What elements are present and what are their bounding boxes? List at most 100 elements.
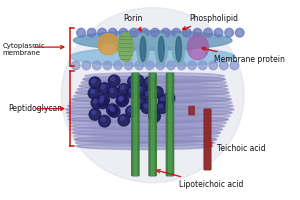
Circle shape — [193, 28, 202, 37]
Circle shape — [128, 76, 139, 87]
Circle shape — [98, 28, 106, 37]
Ellipse shape — [191, 49, 205, 59]
Circle shape — [109, 106, 113, 110]
Circle shape — [140, 28, 149, 37]
Circle shape — [118, 97, 122, 101]
Ellipse shape — [176, 37, 182, 62]
Circle shape — [118, 114, 130, 126]
Ellipse shape — [66, 106, 234, 113]
Circle shape — [143, 104, 147, 108]
Circle shape — [133, 75, 144, 87]
Circle shape — [161, 28, 170, 37]
Circle shape — [120, 116, 124, 120]
Circle shape — [119, 96, 123, 100]
Circle shape — [99, 115, 110, 127]
Ellipse shape — [187, 35, 208, 60]
Text: Phospholipid: Phospholipid — [183, 14, 238, 30]
Ellipse shape — [85, 73, 224, 79]
Circle shape — [177, 61, 186, 70]
Ellipse shape — [98, 34, 119, 55]
Ellipse shape — [81, 79, 226, 86]
Circle shape — [225, 28, 233, 37]
Ellipse shape — [72, 129, 220, 136]
Circle shape — [116, 95, 128, 107]
Text: Cytoplasmic
membrane: Cytoplasmic membrane — [3, 43, 45, 56]
Text: Lipoteichoic acid: Lipoteichoic acid — [157, 170, 243, 189]
Ellipse shape — [155, 34, 168, 64]
Circle shape — [151, 113, 155, 116]
Circle shape — [101, 117, 105, 121]
Ellipse shape — [70, 47, 236, 66]
Ellipse shape — [70, 123, 224, 129]
Circle shape — [103, 61, 112, 70]
Circle shape — [157, 102, 168, 113]
Ellipse shape — [77, 86, 228, 93]
Circle shape — [158, 95, 170, 107]
Circle shape — [71, 61, 80, 70]
Circle shape — [99, 99, 103, 103]
Circle shape — [92, 79, 95, 83]
Circle shape — [97, 97, 108, 109]
Circle shape — [146, 61, 154, 70]
Circle shape — [126, 106, 137, 117]
Circle shape — [135, 77, 139, 81]
Circle shape — [134, 97, 146, 109]
Circle shape — [135, 61, 143, 70]
Ellipse shape — [68, 113, 230, 119]
Circle shape — [188, 61, 197, 70]
Ellipse shape — [73, 31, 232, 50]
Circle shape — [220, 61, 228, 70]
Circle shape — [127, 87, 138, 98]
Circle shape — [137, 99, 141, 103]
Circle shape — [100, 96, 104, 100]
Ellipse shape — [102, 44, 115, 54]
Circle shape — [198, 61, 207, 70]
Circle shape — [117, 94, 129, 106]
Circle shape — [146, 79, 150, 83]
Circle shape — [172, 28, 181, 37]
Ellipse shape — [75, 89, 229, 96]
Circle shape — [163, 92, 175, 104]
Ellipse shape — [140, 37, 146, 62]
Circle shape — [143, 89, 154, 101]
Ellipse shape — [71, 96, 231, 103]
FancyBboxPatch shape — [189, 106, 194, 115]
Circle shape — [91, 97, 103, 109]
FancyBboxPatch shape — [166, 73, 174, 176]
Ellipse shape — [74, 136, 217, 143]
Circle shape — [167, 61, 175, 70]
Circle shape — [154, 88, 158, 92]
Ellipse shape — [75, 139, 215, 146]
Circle shape — [118, 84, 130, 95]
Circle shape — [214, 28, 223, 37]
Circle shape — [108, 75, 120, 87]
Circle shape — [141, 102, 153, 113]
Circle shape — [236, 28, 244, 37]
Text: Membrane protein: Membrane protein — [202, 47, 285, 64]
Ellipse shape — [70, 119, 226, 126]
Ellipse shape — [118, 33, 134, 62]
Text: Peptidoglycan: Peptidoglycan — [8, 104, 62, 113]
Circle shape — [110, 88, 114, 92]
Ellipse shape — [137, 34, 149, 64]
Circle shape — [111, 77, 115, 81]
FancyBboxPatch shape — [149, 73, 156, 176]
Circle shape — [129, 88, 133, 92]
Circle shape — [156, 61, 165, 70]
Circle shape — [161, 97, 165, 101]
Ellipse shape — [73, 133, 218, 140]
Ellipse shape — [71, 126, 222, 133]
Circle shape — [144, 77, 155, 88]
Circle shape — [82, 61, 91, 70]
Ellipse shape — [73, 93, 230, 99]
Ellipse shape — [67, 109, 232, 116]
FancyBboxPatch shape — [204, 109, 211, 170]
Circle shape — [101, 85, 105, 88]
Circle shape — [91, 89, 94, 93]
Circle shape — [89, 109, 101, 120]
Circle shape — [106, 104, 118, 115]
Circle shape — [114, 61, 122, 70]
Circle shape — [182, 28, 191, 37]
Circle shape — [87, 28, 96, 37]
Ellipse shape — [70, 99, 232, 106]
